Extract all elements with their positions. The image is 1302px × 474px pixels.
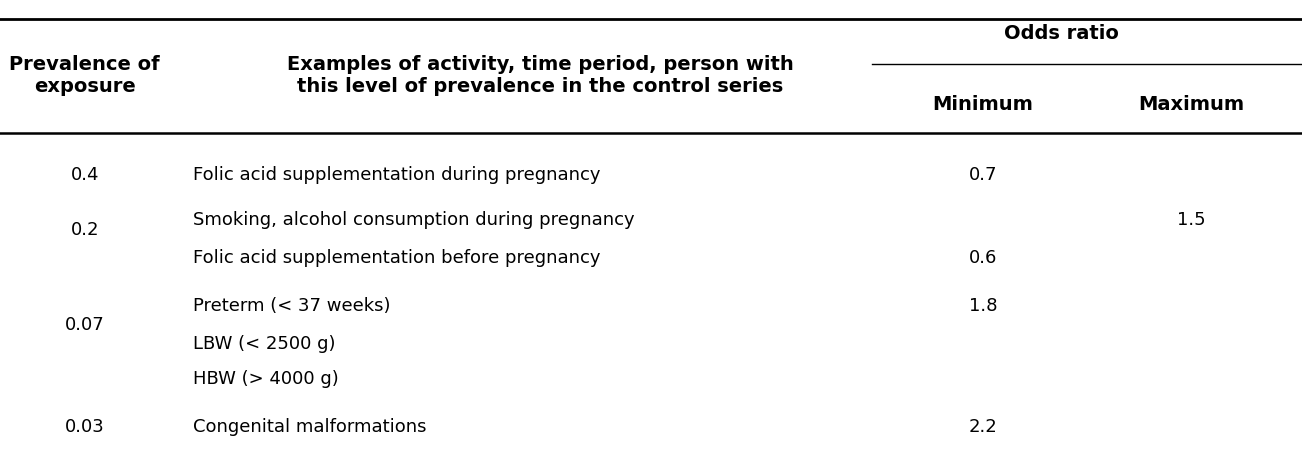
Text: 1.5: 1.5	[1177, 211, 1206, 229]
Text: 0.2: 0.2	[70, 221, 99, 239]
Text: Minimum: Minimum	[932, 95, 1034, 114]
Text: Congenital malformations: Congenital malformations	[193, 418, 426, 436]
Text: Prevalence of
exposure: Prevalence of exposure	[9, 55, 160, 96]
Text: Examples of activity, time period, person with
this level of prevalence in the c: Examples of activity, time period, perso…	[286, 55, 794, 96]
Text: 0.07: 0.07	[65, 316, 104, 334]
Text: Preterm (< 37 weeks): Preterm (< 37 weeks)	[193, 297, 391, 315]
Text: 0.4: 0.4	[70, 166, 99, 184]
Text: 0.03: 0.03	[65, 418, 104, 436]
Text: Folic acid supplementation before pregnancy: Folic acid supplementation before pregna…	[193, 249, 600, 267]
Text: Odds ratio: Odds ratio	[1004, 24, 1118, 43]
Text: 2.2: 2.2	[969, 418, 997, 436]
Text: 0.6: 0.6	[969, 249, 997, 267]
Text: Folic acid supplementation during pregnancy: Folic acid supplementation during pregna…	[193, 166, 600, 184]
Text: 1.8: 1.8	[969, 297, 997, 315]
Text: Smoking, alcohol consumption during pregnancy: Smoking, alcohol consumption during preg…	[193, 211, 634, 229]
Text: 0.7: 0.7	[969, 166, 997, 184]
Text: LBW (< 2500 g): LBW (< 2500 g)	[193, 335, 335, 353]
Text: HBW (> 4000 g): HBW (> 4000 g)	[193, 370, 339, 388]
Text: Maximum: Maximum	[1138, 95, 1245, 114]
